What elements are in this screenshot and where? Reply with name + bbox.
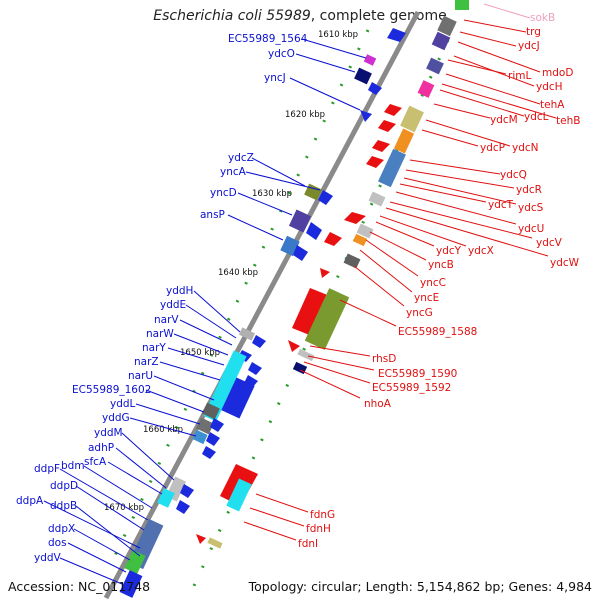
forward-features: [119, 28, 406, 598]
gene-label-fdnG: fdnG: [310, 509, 335, 521]
gene-label-sokB: sokB: [530, 12, 555, 24]
gene-label-ddpF: ddpF: [34, 463, 60, 475]
gene-label-fdnH: fdnH: [306, 523, 331, 535]
gene-label-ydcH: ydcH: [536, 81, 563, 93]
gene-label-adhP: adhP: [88, 442, 114, 454]
accession-label: Accession: NC_011748: [8, 579, 151, 594]
gene-label-ydcP: ydcP: [480, 142, 505, 154]
gene-label-narW: narW: [146, 328, 174, 340]
gene-label-narY: narY: [142, 342, 166, 354]
tick-label-1660: 1660 kbp: [143, 425, 183, 435]
gene-label-yddV: yddV: [34, 552, 62, 564]
gene-label-yncE: yncE: [414, 292, 439, 304]
gene-label-ddpB: ddpB: [50, 500, 77, 512]
gene-label-yncD: yncD: [210, 187, 237, 199]
reverse-features: [196, 0, 469, 549]
tick-label-1640: 1640 kbp: [218, 268, 258, 278]
gene-label-ydcS: ydcS: [518, 202, 544, 214]
gene-label-ydcM: ydcM: [490, 114, 518, 126]
tick-label-1650: 1650 kbp: [180, 348, 220, 358]
gene-label-trg: trg: [526, 26, 541, 38]
gene-label-yddG: yddG: [102, 412, 130, 424]
gene-label-yddM: yddM: [94, 427, 123, 439]
gene-label-ydcO: ydcO: [268, 48, 295, 60]
forward-gene-labels: EC55989_1564 ydcO yncJ ydcZ yncA yncD an…: [16, 33, 367, 585]
gene-label-EC55989_1602: EC55989_1602: [72, 384, 151, 396]
gene-label-ddpA: ddpA: [16, 495, 44, 507]
gene-label-ydcU: ydcU: [518, 223, 544, 235]
gene-label-EC55989_1588: EC55989_1588: [398, 326, 477, 338]
gene-label-yncB: yncB: [428, 259, 454, 271]
gene-label-ydcX: ydcX: [468, 245, 494, 257]
gene-label-narU: narU: [128, 370, 153, 382]
genome-backbone: [103, 10, 421, 600]
gene-label-ydcY: ydcY: [436, 245, 462, 257]
gene-label-sfcA: sfcA: [84, 456, 107, 468]
gene-label-yncJ: yncJ: [264, 72, 286, 84]
tick-label-1610: 1610 kbp: [318, 30, 358, 40]
tick-label-1630: 1630 kbp: [252, 189, 292, 199]
gene-label-yddH: yddH: [166, 285, 193, 297]
gene-label-yddE: yddE: [160, 299, 186, 311]
gene-label-ydcL: ydcL: [524, 111, 549, 123]
gene-label-ddpD: ddpD: [50, 480, 78, 492]
gene-label-bdm: bdm: [61, 460, 85, 472]
gene-label-mdoD: mdoD: [542, 67, 573, 79]
gene-label-tehA: tehA: [540, 99, 565, 111]
gene-label-yncC: yncC: [420, 277, 446, 289]
gene-label-narZ: narZ: [134, 356, 159, 368]
gene-label-rimL: rimL: [508, 70, 531, 82]
gene-label-ydcJ: ydcJ: [518, 40, 540, 52]
gene-label-fdnI: fdnI: [298, 538, 318, 550]
gene-label-EC55989_1564: EC55989_1564: [228, 33, 308, 45]
gene-label-EC55989_1590: EC55989_1590: [378, 368, 457, 380]
gene-label-tehB: tehB: [556, 115, 580, 127]
gene-label-rhsD: rhsD: [372, 353, 396, 365]
gene-label-ydcV: ydcV: [536, 237, 563, 249]
organism-name: Escherichia coli 55989: [153, 8, 311, 24]
topology-label: Topology: circular; Length: 5,154,862 bp…: [248, 579, 592, 594]
gene-label-narV: narV: [154, 314, 179, 326]
reverse-gene-labels: sokB trg ydcJ mdoD rimL ydcH tehA ydcM y…: [243, 3, 580, 550]
gene-label-yddL: yddL: [110, 398, 136, 410]
gene-label-ydcQ: ydcQ: [500, 169, 527, 181]
gene-label-ydcW: ydcW: [550, 257, 580, 269]
tick-label-1670: 1670 kbp: [104, 503, 144, 513]
tick-label-1620: 1620 kbp: [285, 110, 325, 120]
gene-label-ydcR: ydcR: [516, 184, 542, 196]
gene-label-nhoA: nhoA: [364, 398, 392, 410]
gene-label-ydcN: ydcN: [512, 142, 539, 154]
gene-label-EC55989_1592: EC55989_1592: [372, 382, 451, 394]
gene-label-ansP: ansP: [200, 209, 225, 221]
gene-label-ydcZ: ydcZ: [228, 152, 254, 164]
gene-label-ddpX: ddpX: [48, 523, 75, 535]
gene-label-yncG: yncG: [406, 307, 433, 319]
gene-label-yncA: yncA: [220, 166, 247, 178]
gene-label-dos: dos: [48, 537, 67, 549]
